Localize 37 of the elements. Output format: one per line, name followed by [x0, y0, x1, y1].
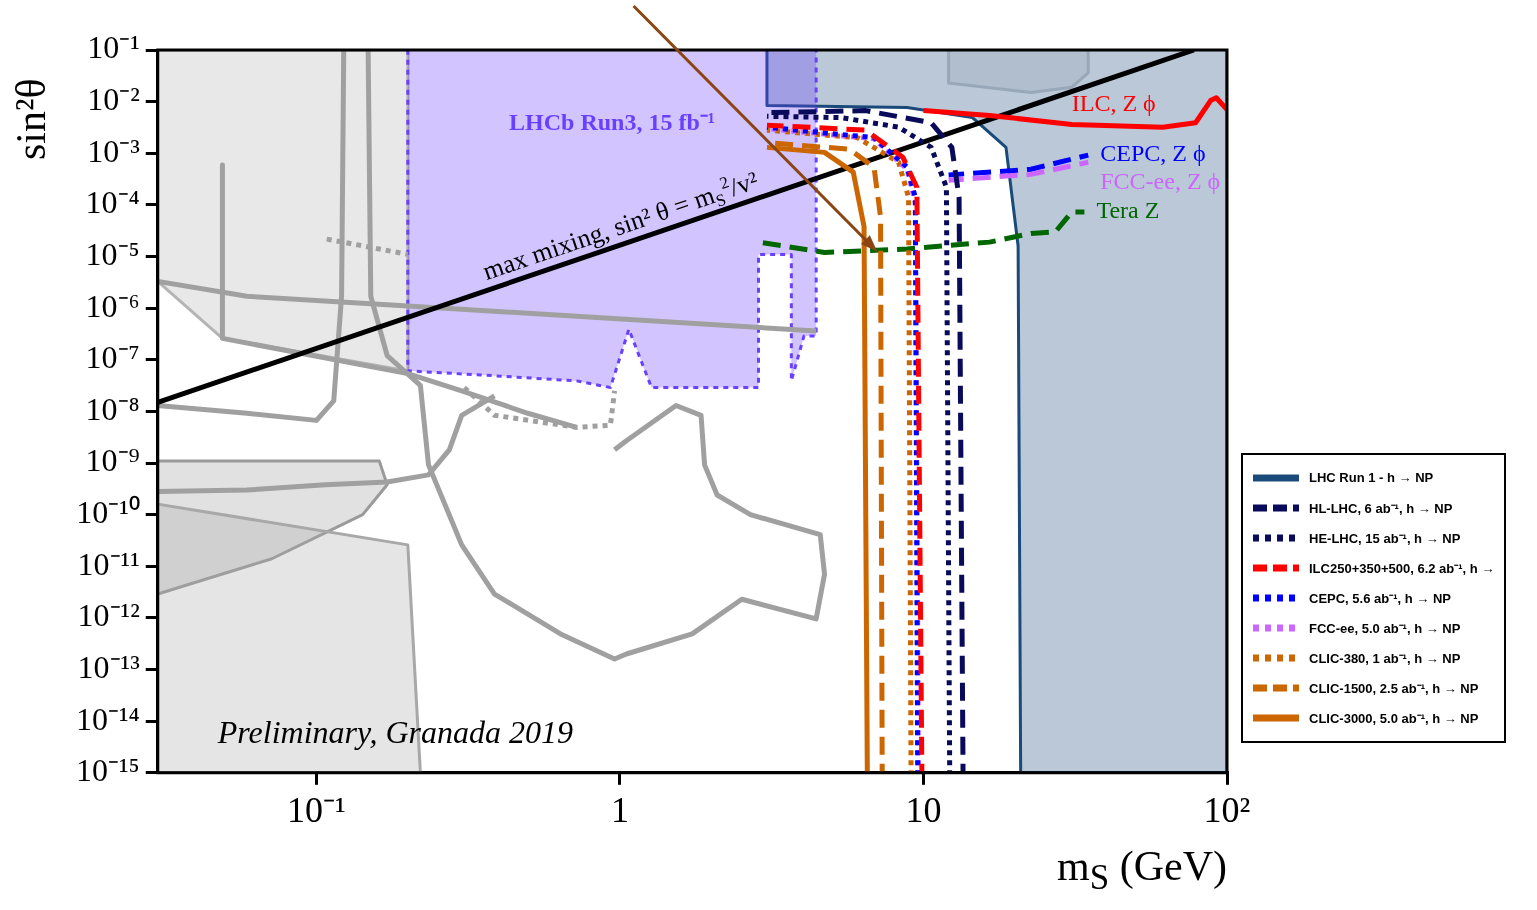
- y-tick-label: 10⁻³: [87, 132, 140, 169]
- annotation: ILC, Z ϕ: [1071, 89, 1156, 116]
- legend-label: HE-LHC, 15 ab⁻¹, h → NP: [1309, 529, 1461, 547]
- x-axis-title: m$_{S}$ (GeV): [1057, 842, 1227, 898]
- legend-label: ILC250+350+500, 6.2 ab⁻¹, h →: [1309, 559, 1495, 577]
- y-tick-label: 10⁻¹⁰: [76, 494, 140, 531]
- y-tick-label: 10⁻⁹: [85, 442, 140, 479]
- y-tick-label: 10⁻⁴: [85, 184, 140, 221]
- y-tick-label: 10⁻¹⁴: [76, 700, 140, 737]
- x-tick-label: 10²: [1203, 789, 1251, 830]
- y-tick-label: 10⁻⁸: [85, 390, 140, 427]
- annotation: Tera Z: [1096, 197, 1160, 224]
- y-tick-label: 10⁻¹³: [77, 648, 140, 685]
- x-tick-label: 1: [610, 789, 629, 830]
- legend-label: HL-LHC, 6 ab⁻¹, h → NP: [1309, 499, 1453, 517]
- legend-label: CLIC-380, 1 ab⁻¹, h → NP: [1309, 649, 1461, 667]
- annotation: Preliminary, Granada 2019: [216, 713, 573, 750]
- legend-label: CLIC-3000, 5.0 ab⁻¹, h → NP: [1309, 709, 1479, 727]
- y-axis-title: sin²θ: [8, 78, 54, 160]
- annotation: CEPC, Z ϕ: [1100, 140, 1206, 167]
- x-tick-label: 10: [905, 789, 942, 830]
- annotation: FCC-ee, Z ϕ: [1100, 168, 1221, 195]
- x-tick-label: 10⁻¹: [287, 789, 346, 830]
- y-tick-label: 10⁻²: [87, 81, 140, 118]
- y-tick-label: 10⁻⁵: [85, 235, 140, 272]
- legend-label: CLIC-1500, 2.5 ab⁻¹, h → NP: [1309, 679, 1479, 697]
- series-label: LHCb Run3, 15 fb⁻¹: [509, 109, 715, 136]
- y-tick-label: 10⁻⁶: [85, 287, 140, 324]
- y-tick-label: 10⁻¹: [87, 29, 140, 66]
- y-tick-label: 10⁻¹¹: [77, 545, 140, 582]
- y-tick-label: 10⁻¹²: [77, 597, 140, 634]
- legend-label: FCC-ee, 5.0 ab⁻¹, h → NP: [1309, 619, 1461, 637]
- y-tick-label: 10⁻¹⁵: [76, 752, 140, 789]
- annotation: max mixing, sin² θ = mS2/v²: [479, 165, 763, 287]
- legend-label: LHC Run 1 - h → NP: [1309, 470, 1434, 486]
- y-tick-label: 10⁻⁷: [85, 339, 140, 376]
- legend-label: CEPC, 5.6 ab⁻¹, h → NP: [1309, 589, 1451, 607]
